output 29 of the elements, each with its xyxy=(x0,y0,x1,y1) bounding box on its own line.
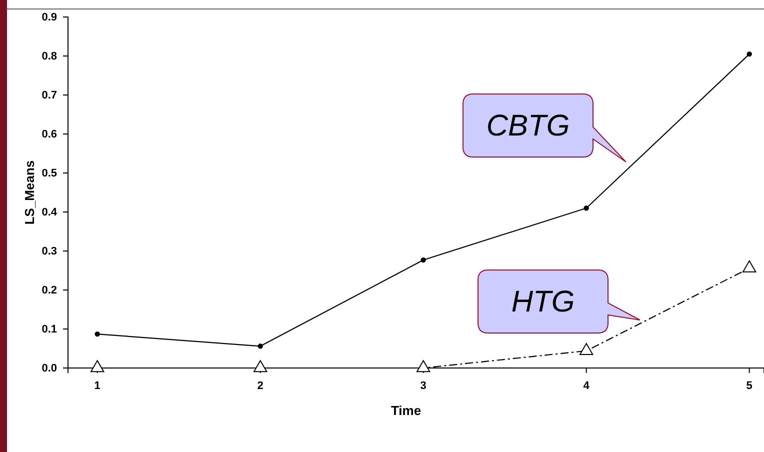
y-tick-label: 0.3 xyxy=(42,246,57,258)
point xyxy=(579,343,594,356)
point xyxy=(742,260,756,272)
y-tick-label: 0.7 xyxy=(42,90,57,102)
x-tick-label: 3 xyxy=(420,380,426,392)
y-axis-title: LS_Means xyxy=(22,160,37,225)
point xyxy=(746,51,752,57)
annotation: HTG xyxy=(511,286,575,318)
y-tick-label: 0.5 xyxy=(42,168,57,180)
y-tick-label: 0.9 xyxy=(42,12,57,24)
point xyxy=(258,344,263,349)
x-tick-label: 5 xyxy=(746,380,752,392)
y-tick-label: 0.4 xyxy=(42,206,58,219)
y-tick-label: 0.6 xyxy=(42,128,57,141)
y-tick-label: 0.2 xyxy=(42,284,57,297)
point xyxy=(416,360,430,372)
point xyxy=(94,331,100,337)
point xyxy=(90,360,104,372)
point xyxy=(253,360,268,372)
point xyxy=(584,205,589,211)
y-tick-label: 0.8 xyxy=(42,50,57,63)
x-tick-label: 1 xyxy=(94,380,100,392)
y-tick-label: 0.0 xyxy=(42,362,57,375)
annotation: CBTG xyxy=(486,110,570,142)
y-tick-label: 0.1 xyxy=(42,324,57,336)
point xyxy=(420,257,426,263)
x-tick-label: 4 xyxy=(583,380,590,392)
x-axis-title: Time xyxy=(390,403,422,418)
x-tick-label: 2 xyxy=(257,380,264,392)
